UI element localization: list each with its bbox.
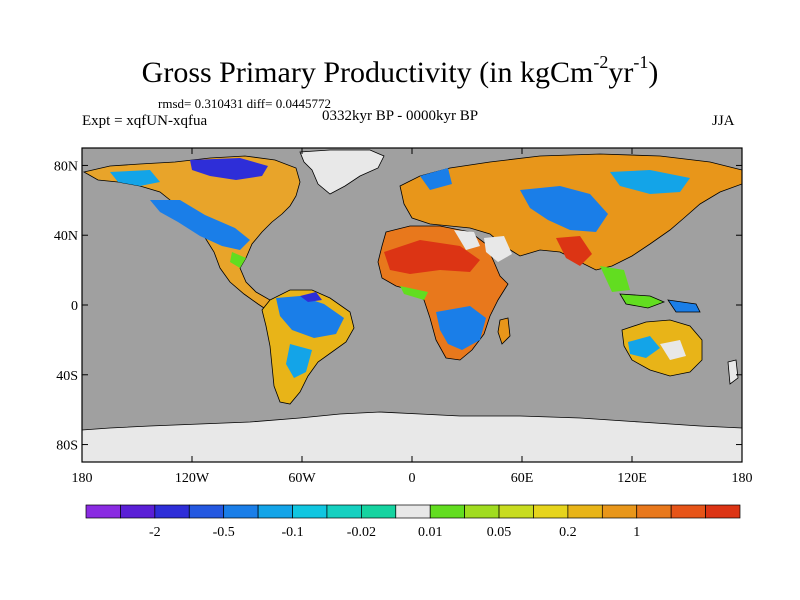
period-label: 0332kyr BP - 0000kyr BP (322, 108, 479, 124)
region-scandinavia-blue (420, 168, 452, 190)
colorbar-label: -0.02 (347, 525, 376, 540)
lon-tick-label: 180 (72, 471, 93, 486)
lat-tick-label: 40N (54, 229, 78, 244)
region-africa-green (400, 286, 428, 300)
lon-tick-label: 180 (732, 471, 753, 486)
region-south-america-teal (286, 344, 312, 378)
map-title: Gross Primary Productivity (in kgCm-2yr-… (141, 52, 659, 89)
region-india-red (556, 236, 592, 266)
colorbar-swatch (120, 504, 156, 519)
axis-ticks: 80N 40N 0 40S 80S 180 120W 60W 0 60E 120E 180 (54, 148, 753, 486)
lat-tick-label: 0 (71, 299, 78, 314)
stats-label: rmsd= 0.310431 diff= 0.0445772 (158, 96, 331, 111)
lon-tick-label: 120E (617, 471, 647, 486)
region-north-america-blue (150, 200, 250, 250)
experiment-label: Expt = xqfUN-xqfua (82, 113, 208, 129)
colorbar-swatch (85, 504, 121, 519)
region-central-asia-blue (520, 186, 608, 232)
lon-tick-label: 60W (288, 471, 316, 486)
landmass-indonesia (619, 293, 666, 309)
colorbar-swatch (395, 504, 431, 519)
map-plot-area (82, 148, 742, 462)
landmass-new-guinea (667, 299, 701, 313)
colorbar-swatch (601, 504, 638, 519)
colorbar-label: 0.01 (418, 525, 443, 540)
colorbar-swatch (498, 504, 534, 519)
region-egypt-white (454, 230, 480, 250)
colorbar-swatch (326, 504, 362, 519)
season-label: JJA (712, 113, 735, 129)
lat-tick-label: 80N (54, 159, 78, 174)
lat-tick-label: 80S (56, 439, 78, 454)
landmass-madagascar (497, 317, 511, 345)
colorbar-swatch (567, 504, 603, 519)
lat-tick-label: 40S (56, 369, 78, 384)
region-north-america-teal (110, 170, 160, 186)
colorbar-label: -0.5 (213, 525, 235, 540)
region-central-africa-blue (436, 306, 486, 350)
lon-tick-label: 120W (175, 471, 210, 486)
region-amazon-blue (276, 296, 344, 338)
lon-tick-label: 0 (409, 471, 416, 486)
colorbar-swatch (154, 504, 190, 519)
region-southeast-asia-green (600, 266, 630, 292)
colorbar-swatch (429, 504, 465, 519)
colorbar-swatch (292, 504, 328, 519)
region-arabia-white (484, 236, 512, 262)
colorbar-swatch (464, 504, 500, 519)
region-sahara-red (384, 240, 480, 274)
colorbar-label: 1 (633, 525, 640, 540)
colorbar-swatch (257, 504, 293, 519)
colorbar-swatch (533, 504, 569, 519)
region-australia-white (660, 340, 686, 360)
colorbar-label: -2 (149, 525, 161, 540)
colorbar-swatch (361, 504, 397, 519)
region-amazon-purple (300, 292, 322, 302)
colorbar-label: -0.1 (281, 525, 303, 540)
landmass-greenland (299, 149, 385, 195)
landmass-new-zealand (727, 359, 739, 385)
colorbar-swatch (670, 504, 706, 519)
region-australia-teal (628, 336, 660, 358)
colorbar-swatch (223, 504, 259, 519)
colorbar-swatch (636, 504, 672, 519)
colorbar: -2 -0.5 -0.1 -0.02 0.01 0.05 0.2 1 (85, 504, 741, 540)
landmass-antarctica (82, 411, 742, 462)
colorbar-swatch (188, 504, 225, 519)
colorbar-label: 0.05 (487, 525, 512, 540)
colorbar-label: 0.2 (559, 525, 577, 540)
region-north-america-green (230, 252, 246, 268)
landmass-australia (621, 319, 703, 377)
region-siberia-teal (610, 170, 690, 194)
colorbar-swatch (705, 504, 741, 519)
region-arctic-canada-purple (190, 158, 268, 180)
lon-tick-label: 60E (511, 471, 534, 486)
